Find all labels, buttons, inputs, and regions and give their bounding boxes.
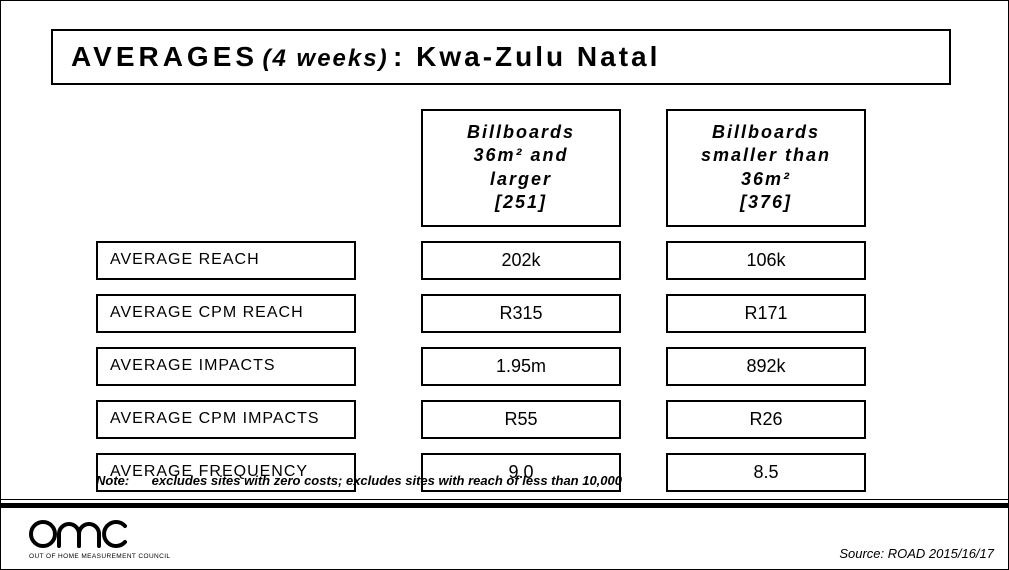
logo-icon — [29, 517, 149, 551]
cell: R26 — [666, 400, 866, 439]
divider-thin — [1, 499, 1009, 500]
row-label: AVERAGE CPM IMPACTS — [96, 400, 356, 439]
source-text: Source: ROAD 2015/16/17 — [839, 546, 994, 561]
cell: 1.95m — [421, 347, 621, 386]
header-line: 36m² and — [473, 145, 568, 165]
table-row: AVERAGE IMPACTS 1.95m 892k — [96, 347, 906, 386]
column-header-small: Billboards smaller than 36m² [376] — [666, 109, 866, 227]
divider-thick — [1, 503, 1009, 508]
row-label: AVERAGE REACH — [96, 241, 356, 280]
header-line: Billboards — [712, 122, 820, 142]
note-text: excludes sites with zero costs; excludes… — [152, 473, 622, 488]
cell: R171 — [666, 294, 866, 333]
title-rest: : Kwa-Zulu Natal — [393, 41, 660, 72]
logo-subtitle: OUT OF HOME MEASUREMENT COUNCIL — [29, 553, 149, 560]
data-table: Billboards 36m² and larger [251] Billboa… — [96, 109, 906, 492]
row-label: AVERAGE IMPACTS — [96, 347, 356, 386]
table-row: AVERAGE CPM REACH R315 R171 — [96, 294, 906, 333]
slide: AVERAGES (4 weeks) : Kwa-Zulu Natal Bill… — [0, 0, 1009, 570]
row-label: AVERAGE CPM REACH — [96, 294, 356, 333]
header-line: [251] — [495, 192, 547, 212]
cell: 106k — [666, 241, 866, 280]
cell: R315 — [421, 294, 621, 333]
header-line: Billboards — [467, 122, 575, 142]
header-line: larger — [490, 169, 552, 189]
title-sub: (4 weeks) — [263, 45, 389, 72]
table-row: AVERAGE REACH 202k 106k — [96, 241, 906, 280]
footnote: Note: excludes sites with zero costs; ex… — [96, 473, 622, 488]
title-main: AVERAGES — [71, 41, 258, 72]
header-line: [376] — [740, 192, 792, 212]
cell: R55 — [421, 400, 621, 439]
cell: 892k — [666, 347, 866, 386]
title-box: AVERAGES (4 weeks) : Kwa-Zulu Natal — [51, 29, 951, 85]
note-label: Note: — [96, 473, 148, 488]
header-line: 36m² — [741, 169, 791, 189]
cell: 202k — [421, 241, 621, 280]
header-line: smaller than — [701, 145, 831, 165]
column-headers: Billboards 36m² and larger [251] Billboa… — [96, 109, 906, 227]
column-header-large: Billboards 36m² and larger [251] — [421, 109, 621, 227]
cell: 8.5 — [666, 453, 866, 492]
table-row: AVERAGE CPM IMPACTS R55 R26 — [96, 400, 906, 439]
header-spacer — [96, 109, 376, 227]
omc-logo: OUT OF HOME MEASUREMENT COUNCIL — [29, 517, 149, 560]
